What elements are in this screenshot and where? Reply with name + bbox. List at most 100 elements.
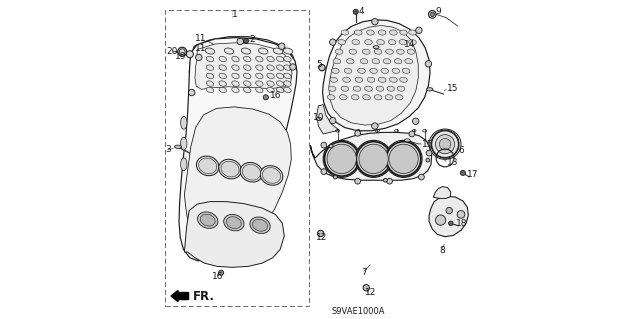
Ellipse shape <box>381 68 388 73</box>
Circle shape <box>330 39 336 45</box>
Text: 12: 12 <box>365 288 377 297</box>
Ellipse shape <box>243 164 260 180</box>
Ellipse shape <box>175 145 182 148</box>
Ellipse shape <box>232 81 239 86</box>
Circle shape <box>449 221 453 226</box>
Text: 3: 3 <box>165 145 171 154</box>
Ellipse shape <box>196 156 219 176</box>
Ellipse shape <box>260 166 283 185</box>
Circle shape <box>457 211 465 218</box>
Ellipse shape <box>273 48 283 54</box>
Ellipse shape <box>388 40 396 45</box>
Ellipse shape <box>352 40 360 45</box>
Ellipse shape <box>355 30 362 35</box>
Ellipse shape <box>244 87 251 93</box>
Ellipse shape <box>219 56 227 62</box>
Ellipse shape <box>333 59 340 64</box>
Ellipse shape <box>206 87 214 93</box>
Ellipse shape <box>180 137 187 150</box>
Ellipse shape <box>341 86 349 91</box>
Circle shape <box>186 51 193 58</box>
Circle shape <box>317 230 324 237</box>
Ellipse shape <box>378 77 386 82</box>
Circle shape <box>290 64 296 70</box>
Ellipse shape <box>244 81 251 86</box>
Circle shape <box>319 64 325 71</box>
Ellipse shape <box>219 81 227 86</box>
Text: 8: 8 <box>440 246 445 255</box>
Circle shape <box>363 285 369 291</box>
Ellipse shape <box>180 116 187 129</box>
Ellipse shape <box>232 87 239 93</box>
Ellipse shape <box>404 139 410 142</box>
Ellipse shape <box>241 48 251 54</box>
Ellipse shape <box>394 59 402 64</box>
Text: 10: 10 <box>313 113 324 122</box>
Circle shape <box>218 270 223 275</box>
Ellipse shape <box>267 65 275 70</box>
Polygon shape <box>433 187 451 198</box>
Ellipse shape <box>338 40 346 45</box>
Text: 1: 1 <box>232 10 238 19</box>
Ellipse shape <box>358 68 365 73</box>
Text: 7: 7 <box>362 268 367 277</box>
Circle shape <box>333 175 337 179</box>
Ellipse shape <box>390 30 397 35</box>
Ellipse shape <box>386 49 394 54</box>
Ellipse shape <box>396 95 403 100</box>
Ellipse shape <box>353 86 361 91</box>
Ellipse shape <box>219 73 227 79</box>
Ellipse shape <box>341 30 349 35</box>
Ellipse shape <box>276 81 284 86</box>
Ellipse shape <box>284 65 291 70</box>
Circle shape <box>413 118 419 124</box>
Circle shape <box>278 43 285 49</box>
Polygon shape <box>195 43 292 89</box>
Circle shape <box>353 9 358 14</box>
Ellipse shape <box>342 77 350 82</box>
Ellipse shape <box>332 68 339 73</box>
Ellipse shape <box>232 56 239 62</box>
Ellipse shape <box>363 95 371 100</box>
Ellipse shape <box>284 87 291 93</box>
Text: 11: 11 <box>195 44 207 53</box>
Circle shape <box>426 158 429 162</box>
Circle shape <box>431 131 458 158</box>
Ellipse shape <box>362 49 370 54</box>
Ellipse shape <box>378 30 386 35</box>
Circle shape <box>430 12 435 17</box>
Ellipse shape <box>240 162 262 182</box>
Ellipse shape <box>390 77 397 82</box>
Ellipse shape <box>219 87 227 93</box>
Circle shape <box>330 117 336 124</box>
Ellipse shape <box>370 68 378 73</box>
Ellipse shape <box>387 86 395 91</box>
Polygon shape <box>310 132 431 180</box>
Ellipse shape <box>360 59 368 64</box>
FancyArrow shape <box>171 290 189 302</box>
Ellipse shape <box>376 86 384 91</box>
Ellipse shape <box>227 217 241 229</box>
Circle shape <box>435 215 445 225</box>
Ellipse shape <box>409 40 416 45</box>
Circle shape <box>425 61 431 67</box>
Ellipse shape <box>374 95 382 100</box>
Text: 9: 9 <box>435 7 441 16</box>
Ellipse shape <box>400 30 408 35</box>
Text: 14: 14 <box>404 40 415 49</box>
Ellipse shape <box>397 49 404 54</box>
Circle shape <box>355 130 360 136</box>
Circle shape <box>321 142 326 148</box>
Ellipse shape <box>365 40 372 45</box>
Ellipse shape <box>397 86 405 91</box>
Ellipse shape <box>373 46 379 49</box>
Ellipse shape <box>267 73 275 79</box>
Ellipse shape <box>284 56 291 62</box>
Ellipse shape <box>206 65 214 70</box>
Ellipse shape <box>344 68 352 73</box>
Ellipse shape <box>253 219 268 231</box>
Circle shape <box>237 38 243 45</box>
Ellipse shape <box>198 212 218 228</box>
Circle shape <box>196 54 202 61</box>
Ellipse shape <box>256 73 263 79</box>
